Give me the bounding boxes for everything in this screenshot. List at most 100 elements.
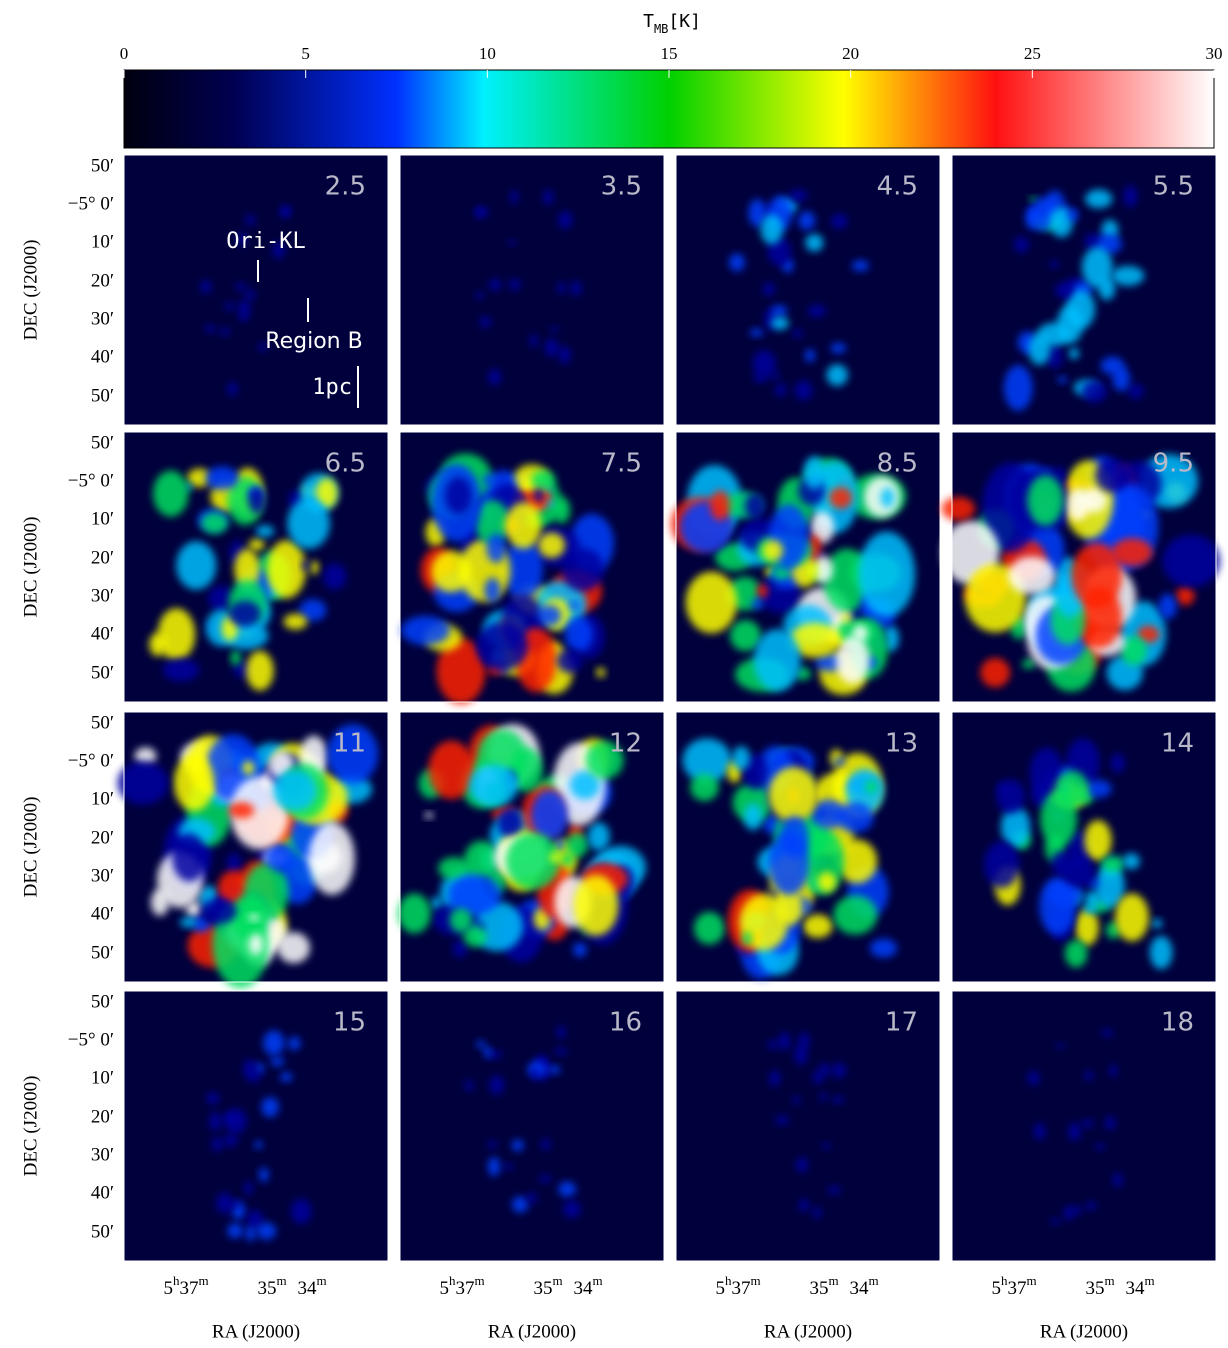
- panel-label: 14: [1161, 729, 1194, 759]
- emission: [798, 1032, 810, 1050]
- emission: [464, 1080, 474, 1091]
- y-tick-label: 30′: [91, 585, 114, 606]
- tick-part: m: [592, 1273, 602, 1288]
- emission: [256, 1222, 277, 1240]
- emission: [1081, 1119, 1094, 1128]
- emission: [753, 373, 768, 383]
- emission: [775, 382, 787, 397]
- emission: [557, 281, 566, 295]
- emission: [486, 533, 507, 564]
- x-axis-label: RA (J2000): [764, 1321, 852, 1342]
- emission: [771, 305, 788, 317]
- emission: [245, 1225, 256, 1242]
- emission: [558, 1181, 577, 1197]
- emission: [540, 1138, 551, 1151]
- emission: [117, 761, 169, 805]
- emission: [812, 555, 833, 584]
- emission: [802, 914, 833, 939]
- emission: [556, 1025, 566, 1039]
- emission: [474, 500, 510, 545]
- subscript: MB: [654, 22, 668, 36]
- emission: [772, 566, 792, 580]
- emission: [301, 560, 310, 571]
- panels: 2.5 3.5 4.5 5.5 6.5 7.5 8.5 9.5 11 12 13 14 15 16 17 18: [117, 154, 1220, 1262]
- tick-part: m: [474, 1273, 484, 1288]
- emission: [1084, 779, 1112, 798]
- emission: [573, 874, 619, 936]
- emission: [211, 1136, 224, 1152]
- y-tick-label: 30′: [91, 1144, 114, 1165]
- x-tick-label: 5h37m: [715, 1273, 760, 1299]
- emission: [1022, 658, 1036, 669]
- emission: [248, 933, 263, 955]
- emission: [1084, 233, 1099, 250]
- emission: [200, 898, 238, 924]
- emission: [1055, 1042, 1065, 1049]
- emission: [469, 764, 519, 807]
- emission: [243, 1181, 253, 1196]
- colorbar-tick-label: 20: [842, 44, 859, 63]
- emission: [162, 658, 200, 682]
- colorbar-tick-label: 0: [120, 44, 129, 63]
- tick-part: 35: [257, 1278, 276, 1299]
- emission: [511, 1139, 524, 1152]
- emission: [1046, 344, 1063, 369]
- emission: [444, 476, 473, 515]
- emission: [1109, 1064, 1118, 1078]
- emission: [1064, 939, 1088, 968]
- emission: [1068, 347, 1080, 360]
- panel-label: 12: [609, 729, 642, 759]
- emission: [560, 853, 574, 866]
- panel-frame: [675, 154, 941, 426]
- emission: [201, 512, 228, 534]
- annotation: Region B: [265, 329, 362, 354]
- emission: [819, 1093, 828, 1102]
- emission: [1149, 935, 1173, 970]
- y-tick-label: 50′: [91, 662, 114, 683]
- y-tick-label: 50′: [91, 942, 114, 963]
- emission: [585, 741, 624, 780]
- emission: [529, 334, 539, 347]
- emission: [693, 912, 725, 945]
- y-axis-label: DEC (J2000): [20, 517, 41, 618]
- panel: [400, 155, 664, 425]
- emission: [272, 241, 285, 260]
- panel-frame: [399, 154, 665, 426]
- panel-label: 6.5: [325, 449, 366, 479]
- y-tick-label: 10′: [91, 231, 114, 252]
- emission: [216, 1192, 234, 1214]
- emission: [1055, 770, 1089, 808]
- emission: [569, 770, 601, 800]
- emission: [537, 604, 562, 627]
- emission: [244, 862, 289, 922]
- y-tick-label: 20′: [91, 1106, 114, 1127]
- emission: [509, 190, 519, 204]
- panel-label: 15: [333, 1008, 366, 1038]
- emission: [239, 314, 248, 322]
- x-axis-label: RA (J2000): [1040, 1321, 1128, 1342]
- emission: [200, 279, 212, 294]
- emission: [315, 478, 338, 509]
- emission: [812, 1206, 822, 1219]
- emission: [833, 758, 846, 766]
- emission: [223, 1133, 238, 1147]
- emission: [546, 500, 555, 507]
- emission: [1054, 283, 1072, 298]
- emission: [777, 889, 803, 926]
- emission: [1127, 383, 1144, 399]
- panel-label: 16: [609, 1008, 642, 1038]
- emission: [549, 853, 561, 862]
- emission: [556, 648, 584, 673]
- emission: [732, 746, 751, 771]
- emission: [812, 1070, 824, 1085]
- tick-part: 35: [1085, 1278, 1104, 1299]
- panel-label: 3.5: [601, 172, 642, 202]
- emission: [488, 1050, 503, 1059]
- y-tick-label: 50′: [91, 991, 114, 1012]
- emission: [1080, 487, 1107, 513]
- tick-part: 35: [533, 1278, 552, 1299]
- emission: [288, 1036, 301, 1051]
- emission: [1033, 1122, 1046, 1141]
- tick-part: m: [868, 1273, 878, 1288]
- panel-frame: [399, 431, 665, 703]
